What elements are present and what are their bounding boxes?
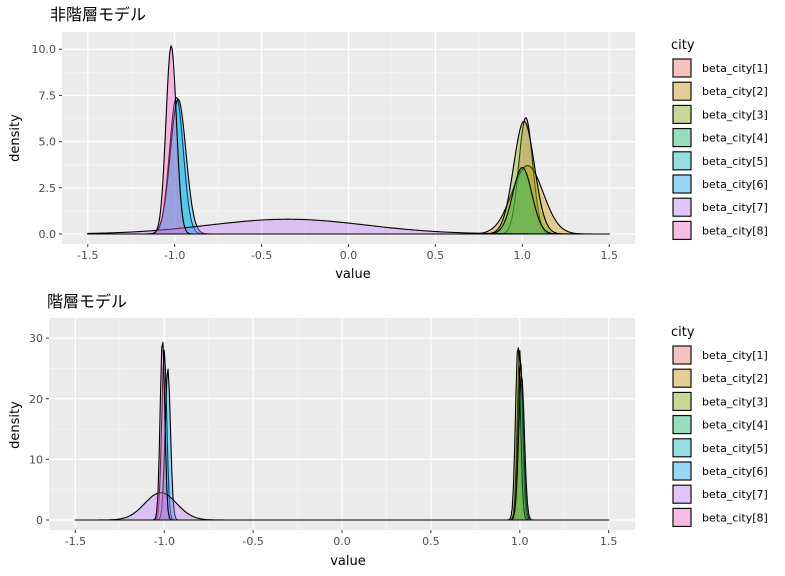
density-beta_city[8] <box>87 45 610 235</box>
legend-swatch <box>672 104 692 124</box>
legend-entry-label: beta_city[7] <box>702 201 768 214</box>
legend-key-background <box>672 81 692 102</box>
y-tick-label: 10.0 <box>32 43 57 56</box>
y-tick-label: 10 <box>29 453 43 466</box>
density-curves <box>74 341 610 521</box>
legend-key-background <box>672 391 692 412</box>
legend-title: city <box>671 38 695 53</box>
x-tick-label: 0.0 <box>333 535 351 548</box>
legend-key-background <box>672 150 692 171</box>
y-axis-ticks: 0.0 2.5 5.0 7.5 10.0 <box>32 43 62 241</box>
legend-swatch <box>672 81 692 101</box>
legend-key-background <box>672 484 692 505</box>
x-axis-ticks: -1.5 -1.0 -0.5 0.0 0.5 1.0 1.5 <box>77 244 618 262</box>
x-axis-label: value <box>335 267 371 282</box>
x-tick-label: 1.5 <box>600 249 618 262</box>
legend-entry-label: beta_city[8] <box>702 511 768 524</box>
legend-entry-label: beta_city[6] <box>702 178 768 191</box>
y-axis-label: density <box>8 114 23 162</box>
legend-entry-label: beta_city[3] <box>702 108 768 121</box>
legend-entry-label: beta_city[6] <box>702 465 768 478</box>
legend-key-background <box>672 507 692 528</box>
legend-key-background <box>672 197 692 218</box>
legend-entry-label: beta_city[4] <box>702 132 768 145</box>
legend-entry-label: beta_city[5] <box>702 442 768 455</box>
x-tick-label: 0.5 <box>427 249 445 262</box>
legend-entry-label: beta_city[5] <box>702 155 768 168</box>
density-curves <box>87 45 610 235</box>
legend-entry-label: beta_city[8] <box>702 224 768 237</box>
x-tick-label: -0.5 <box>251 249 272 262</box>
y-axis-label: density <box>8 401 23 449</box>
chart-title: 非階層モデル <box>50 5 146 24</box>
x-tick-label: -1.5 <box>65 535 86 548</box>
legend-swatch <box>672 220 692 240</box>
x-tick-label: 1.0 <box>511 535 529 548</box>
legend-title: city <box>671 325 695 340</box>
legend-swatch <box>672 415 692 435</box>
legend-key-background <box>672 437 692 458</box>
legend-key-background <box>672 127 692 148</box>
x-tick-label: -1.5 <box>77 249 98 262</box>
legend-swatch <box>672 461 692 481</box>
legend-key-background <box>672 220 692 241</box>
legend-entry-label: beta_city[4] <box>702 419 768 432</box>
legend-swatch <box>672 368 692 388</box>
density-beta_city[8] <box>74 341 610 521</box>
x-axis-label: value <box>330 554 366 569</box>
y-tick-label: 2.5 <box>39 182 57 195</box>
legend-swatch <box>672 391 692 411</box>
legend-swatch <box>672 128 692 148</box>
legend-swatch <box>672 197 692 217</box>
legend-key-background <box>672 174 692 194</box>
legend-key-background <box>672 58 692 78</box>
legend-key-background <box>672 368 692 389</box>
y-tick-label: 7.5 <box>39 89 57 102</box>
y-tick-label: 0 <box>36 514 43 527</box>
legend-entry-label: beta_city[7] <box>702 488 768 501</box>
legend-key-background <box>672 461 692 481</box>
y-tick-label: 30 <box>29 332 43 345</box>
x-tick-label: -1.0 <box>164 249 185 262</box>
x-tick-label: 1.5 <box>600 535 618 548</box>
legend: city beta_city[1] beta_city[2] beta_city[3]… <box>671 325 768 528</box>
y-axis-ticks: 0 10 20 30 <box>29 332 49 527</box>
legend-swatch <box>672 58 692 78</box>
legend-swatch <box>672 345 692 365</box>
x-axis-ticks: -1.5 -1.0 -0.5 0.0 0.5 1.0 1.5 <box>65 530 618 548</box>
legend-key-background <box>672 345 692 365</box>
legend-key-background <box>672 104 692 125</box>
x-tick-label: -0.5 <box>242 535 263 548</box>
legend-swatch <box>672 151 692 171</box>
legend-swatch <box>672 507 692 527</box>
grid-lines <box>62 32 635 244</box>
legend-swatch <box>672 174 692 194</box>
x-tick-label: 0.5 <box>422 535 440 548</box>
legend-entry-label: beta_city[1] <box>702 62 768 75</box>
legend-entry-label: beta_city[2] <box>702 85 768 98</box>
legend: city beta_city[1] beta_city[2] beta_city[3]… <box>671 38 768 241</box>
chart-title: 階層モデル <box>47 292 127 311</box>
x-tick-label: 0.0 <box>340 249 358 262</box>
x-tick-label: -1.0 <box>154 535 175 548</box>
legend-swatch <box>672 438 692 458</box>
y-tick-label: 20 <box>29 393 43 406</box>
chart-nonhierarchical: 非階層モデル -1.5 -1.0 -0.5 0.0 0.5 1.0 1.5 0.0 2.5 5.… <box>8 5 768 282</box>
legend-entry-label: beta_city[2] <box>702 372 768 385</box>
x-tick-label: 1.0 <box>514 249 532 262</box>
legend-entry-label: beta_city[3] <box>702 395 768 408</box>
legend-swatch <box>672 484 692 504</box>
chart-hierarchical: 階層モデル -1.5 -1.0 -0.5 0.0 0.5 1.0 1.5 0 10 20 30 v… <box>8 292 768 569</box>
y-tick-label: 5.0 <box>39 136 57 149</box>
y-tick-label: 0.0 <box>39 228 57 241</box>
legend-key-background <box>672 414 692 435</box>
legend-entry-label: beta_city[1] <box>702 349 768 362</box>
